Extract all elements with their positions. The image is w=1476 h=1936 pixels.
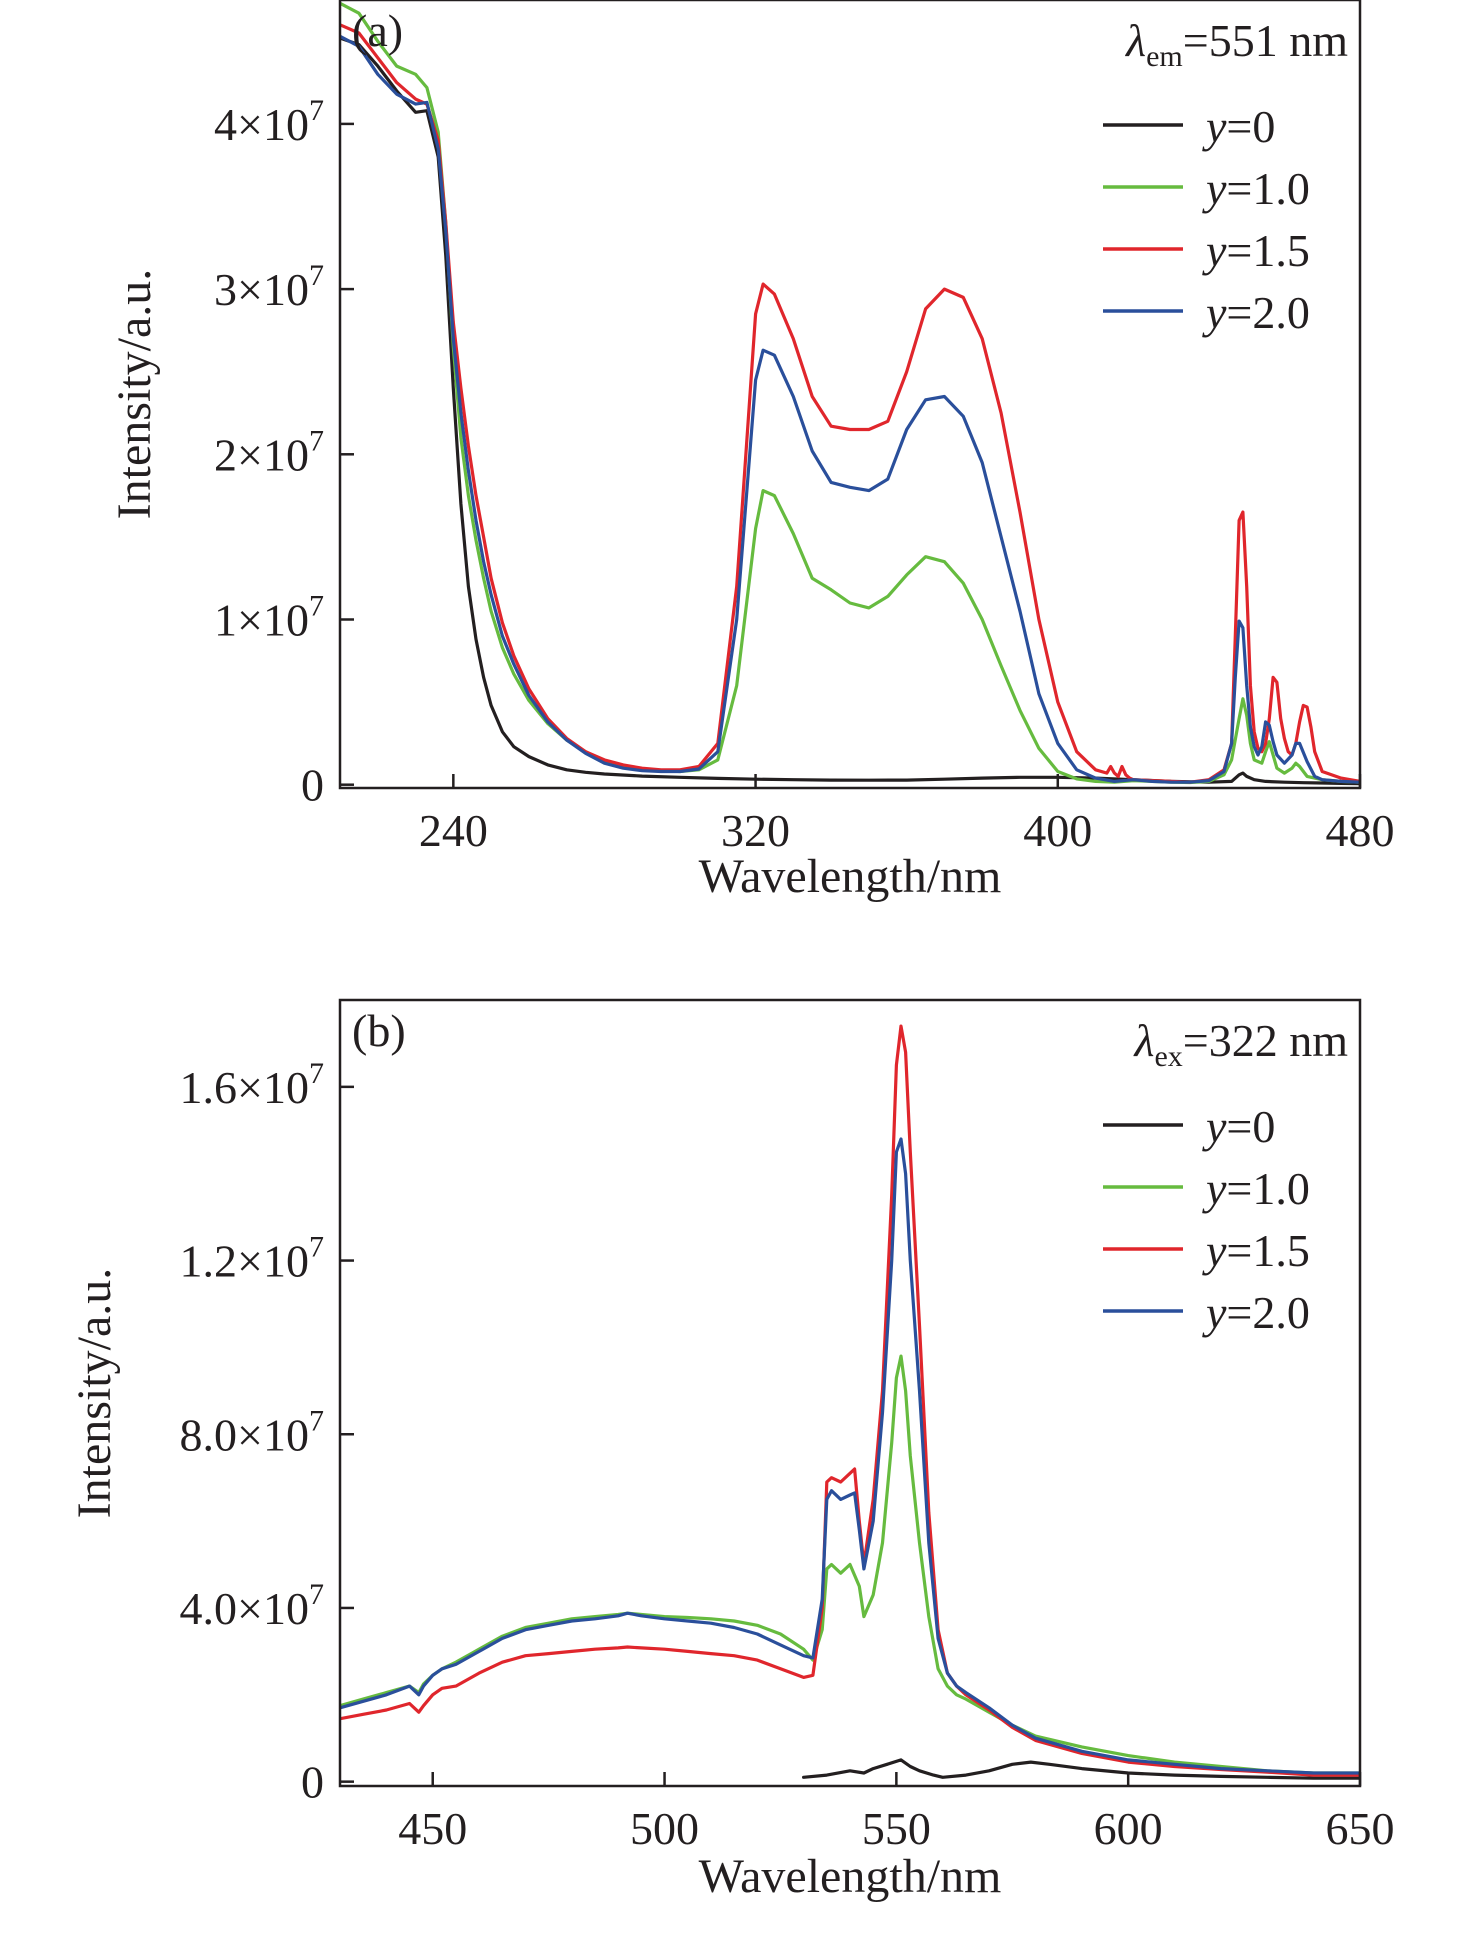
plot-frame — [338, 998, 1362, 1788]
series-line-y-0 — [801, 1758, 1360, 1780]
series-line-y-1-5 — [340, 23, 1360, 784]
y-tick-label: 1.6×107 — [180, 1057, 324, 1113]
legend-entry: y=2.0 — [1202, 1287, 1310, 1338]
plot-frame — [338, 0, 1362, 790]
legend-entry: y=2.0 — [1202, 287, 1310, 338]
y-axis-title: Intensity/a.u. — [108, 269, 161, 520]
x-axis-title: Wavelength/nm — [699, 1850, 1002, 1903]
x-axis-title: Wavelength/nm — [699, 850, 1002, 903]
series-line-y-1-0 — [340, 1354, 1360, 1775]
series-line-y-2-0 — [340, 34, 1360, 784]
chart-panel-b: 450 500 550 600 650 0 4.0×107 8.0×107 1.2×107 1.6… — [68, 998, 1395, 1903]
legend-title: λex=322 nm — [1133, 1015, 1349, 1073]
y-tick-label: 3×107 — [214, 259, 324, 315]
x-tick-label: 650 — [1326, 1803, 1395, 1854]
x-tick-label: 480 — [1326, 805, 1395, 856]
y-tick-label: 1.2×107 — [180, 1231, 324, 1287]
x-tick-label: 450 — [398, 1803, 467, 1854]
x-tick-label: 400 — [1023, 805, 1092, 856]
y-tick-label: 1×107 — [214, 589, 324, 645]
series-line-y-1-5 — [340, 1024, 1360, 1777]
legend-entry: y=1.5 — [1202, 225, 1310, 276]
legend-entry: y=1.0 — [1202, 1163, 1310, 1214]
legend-entry: y=1.5 — [1202, 1225, 1310, 1276]
x-tick-label: 320 — [721, 805, 790, 856]
y-tick-label: 2×107 — [214, 424, 324, 480]
series-line-y-0 — [340, 36, 1360, 786]
x-tick-label: 600 — [1094, 1803, 1163, 1854]
x-tick-label: 550 — [862, 1803, 931, 1854]
y-tick-label: 0 — [301, 760, 324, 811]
legend-entry: y=0 — [1202, 1101, 1275, 1152]
legend-entry: y=1.0 — [1202, 163, 1310, 214]
y-tick-label: 4.0×107 — [180, 1578, 324, 1634]
y-tick-label: 4×107 — [214, 94, 324, 150]
series-line-y-2-0 — [340, 1137, 1360, 1775]
panel-label: (b) — [352, 1005, 406, 1056]
panel-label: (a) — [352, 5, 403, 56]
legend-entry: y=0 — [1202, 101, 1275, 152]
y-axis-title: Intensity/a.u. — [68, 1268, 121, 1519]
y-tick-label: 0 — [301, 1757, 324, 1808]
y-tick-label: 8.0×107 — [180, 1404, 324, 1460]
x-tick-label: 240 — [419, 805, 488, 856]
legend-title: λem=551 nm — [1124, 15, 1348, 73]
chart-panel-a: 240 320 400 480 0 1×107 2×107 3×107 4×107 Wavelen… — [108, 0, 1395, 903]
series-line-y-1-0 — [340, 1, 1360, 785]
x-tick-label: 500 — [630, 1803, 699, 1854]
